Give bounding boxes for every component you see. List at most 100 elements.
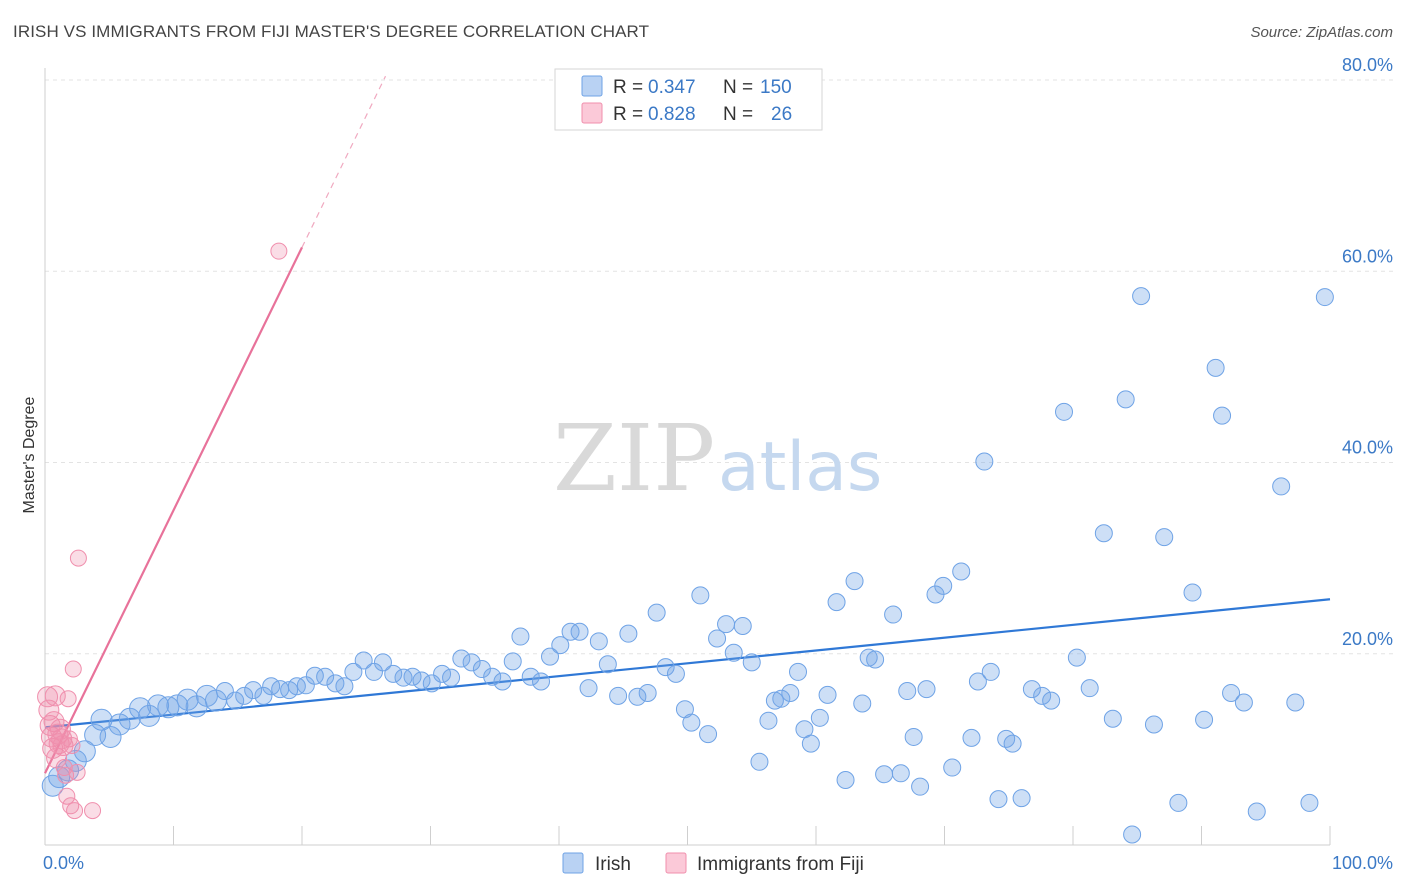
point-irish-52 xyxy=(532,672,551,691)
point-irish-14 xyxy=(166,694,189,717)
point-irish-22 xyxy=(244,681,263,700)
point-irish-131 xyxy=(1247,802,1266,821)
point-irish-53 xyxy=(541,647,560,666)
point-fiji-16 xyxy=(59,690,77,708)
point-irish-126 xyxy=(1195,710,1214,729)
point-irish-86 xyxy=(827,593,846,612)
point-irish-109 xyxy=(1003,734,1022,753)
point-irish-102 xyxy=(952,562,971,581)
point-irish-132 xyxy=(1272,477,1291,496)
point-irish-63 xyxy=(638,683,657,702)
point-irish-3 xyxy=(64,749,87,772)
point-irish-13 xyxy=(157,696,180,719)
y-tick-label-0: 20.0% xyxy=(1342,629,1393,649)
point-irish-20 xyxy=(226,691,245,710)
point-irish-28 xyxy=(296,676,315,695)
legend-irish-r-label: R = xyxy=(613,77,643,98)
point-irish-115 xyxy=(1067,648,1086,667)
point-irish-129 xyxy=(1222,683,1241,702)
point-irish-58 xyxy=(589,632,608,651)
point-irish-97 xyxy=(911,777,930,796)
legend-fiji-n-value: 26 xyxy=(771,104,792,125)
y-tick-label-1: 40.0% xyxy=(1342,438,1393,458)
point-irish-38 xyxy=(394,668,413,687)
trend-line-irish xyxy=(44,598,1331,729)
point-irish-56 xyxy=(570,622,589,641)
point-irish-74 xyxy=(733,617,752,636)
trend-line-fiji-extension xyxy=(301,75,387,248)
point-irish-7 xyxy=(99,725,122,748)
x-tick-label-0: 0.0% xyxy=(43,853,84,873)
point-irish-69 xyxy=(691,586,710,605)
point-irish-103 xyxy=(962,728,981,747)
point-irish-106 xyxy=(981,662,1000,681)
point-irish-76 xyxy=(750,752,769,771)
point-irish-124 xyxy=(1169,793,1188,812)
point-irish-90 xyxy=(859,648,878,667)
point-fiji-15 xyxy=(58,787,76,805)
point-irish-75 xyxy=(742,653,761,672)
point-irish-33 xyxy=(344,662,363,681)
point-irish-80 xyxy=(781,683,800,702)
point-irish-72 xyxy=(717,615,736,634)
point-irish-119 xyxy=(1116,390,1135,409)
point-irish-98 xyxy=(917,680,936,699)
point-irish-6 xyxy=(90,708,113,731)
point-irish-34 xyxy=(354,651,373,670)
y-axis-title: Master's Degree xyxy=(21,396,38,513)
point-irish-120 xyxy=(1123,825,1142,844)
legend-fiji-n-label: N = xyxy=(723,104,753,125)
watermark-atlas: atlas xyxy=(718,428,882,507)
point-irish-111 xyxy=(1022,680,1041,699)
point-irish-113 xyxy=(1042,691,1061,710)
point-fiji-23 xyxy=(69,549,87,567)
series-fiji-points xyxy=(37,242,288,820)
trend-lines xyxy=(44,75,1331,774)
point-irish-27 xyxy=(287,677,306,696)
point-irish-105 xyxy=(975,452,994,471)
point-irish-107 xyxy=(989,790,1008,809)
point-irish-89 xyxy=(853,694,872,713)
point-irish-47 xyxy=(483,667,502,686)
point-fiji-20 xyxy=(64,660,82,678)
point-fiji-21 xyxy=(66,802,84,820)
point-irish-60 xyxy=(609,686,628,705)
legend-irish-n-value: 150 xyxy=(760,77,792,98)
point-fiji-17 xyxy=(60,730,78,748)
point-fiji-25 xyxy=(270,242,288,260)
point-irish-65 xyxy=(656,658,675,677)
point-irish-30 xyxy=(316,667,335,686)
series-irish-points xyxy=(41,287,1334,844)
point-irish-127 xyxy=(1206,358,1225,377)
point-irish-48 xyxy=(493,672,512,691)
point-irish-64 xyxy=(647,603,666,622)
source-label: Source: ZipAtlas.com xyxy=(1250,24,1393,41)
legend-fiji-r-label: R = xyxy=(613,104,643,125)
point-fiji-22 xyxy=(68,763,86,781)
grid-lines xyxy=(45,79,1393,655)
point-irish-37 xyxy=(384,664,403,683)
point-irish-84 xyxy=(810,708,829,727)
point-irish-44 xyxy=(452,649,471,668)
point-irish-83 xyxy=(801,734,820,753)
point-irish-79 xyxy=(772,689,791,708)
point-irish-100 xyxy=(934,576,953,595)
point-irish-77 xyxy=(759,711,778,730)
point-irish-68 xyxy=(682,713,701,732)
point-irish-81 xyxy=(789,662,808,681)
point-irish-70 xyxy=(699,725,718,744)
bottom-legend-irish: Irish xyxy=(595,854,631,875)
point-irish-15 xyxy=(176,688,199,711)
point-irish-51 xyxy=(521,667,540,686)
y-tick-label-3: 80.0% xyxy=(1342,55,1393,75)
point-irish-54 xyxy=(551,636,570,655)
legend-fiji-r-value: 0.828 xyxy=(648,104,696,125)
legend-irish-r-value: 0.347 xyxy=(648,77,696,98)
point-irish-134 xyxy=(1300,793,1319,812)
point-irish-61 xyxy=(619,624,638,643)
point-irish-88 xyxy=(845,572,864,591)
point-irish-118 xyxy=(1103,709,1122,728)
point-irish-130 xyxy=(1234,693,1253,712)
point-irish-128 xyxy=(1213,406,1232,425)
point-irish-39 xyxy=(403,667,422,686)
